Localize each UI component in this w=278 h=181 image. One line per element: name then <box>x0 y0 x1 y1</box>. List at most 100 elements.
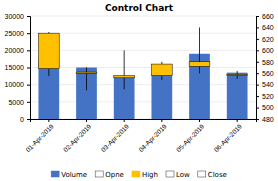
candle-wick <box>86 68 87 91</box>
tick-label: 620 <box>262 36 274 43</box>
tick: 580 <box>256 59 274 66</box>
tick-label: 660 <box>262 13 274 20</box>
legend-swatch <box>198 171 206 177</box>
tick: 06-Apr-2019 <box>213 119 244 154</box>
tick: 10000 <box>5 81 30 88</box>
tick: 03-Apr-2019 <box>100 119 131 154</box>
candle-body <box>189 62 210 67</box>
volume-bar <box>189 54 210 119</box>
tick-label: 5000 <box>8 99 24 106</box>
tick: 05-Apr-2019 <box>175 119 206 154</box>
tick: 620 <box>256 36 274 43</box>
volume-bar <box>227 73 248 119</box>
legend-label: High <box>142 171 158 179</box>
tick-mark <box>27 85 30 86</box>
tick-label: 640 <box>262 24 274 31</box>
tick-label: 01-Apr-2019 <box>24 122 55 153</box>
tick: 600 <box>256 47 274 54</box>
tick: 25000 <box>5 30 30 37</box>
plot: 01-Apr-201902-Apr-201903-Apr-201904-Apr-… <box>5 13 274 154</box>
legend-label: Low <box>176 171 190 179</box>
tick-mark <box>237 119 238 122</box>
grid-line <box>30 84 256 85</box>
tick: 15000 <box>5 64 30 71</box>
legend-swatch <box>51 171 59 177</box>
axis-line <box>257 17 260 120</box>
tick: 5000 <box>8 99 30 106</box>
tick-mark <box>256 27 259 28</box>
legend-item: Close <box>198 171 227 179</box>
y2-axis: 480 500 520 540 560 580 600 620 640 660 <box>256 13 274 123</box>
tick-label: 02-Apr-2019 <box>62 122 93 153</box>
tick-mark <box>161 119 162 122</box>
tick: 540 <box>256 81 274 88</box>
legend-item: Opne <box>95 171 124 179</box>
volume-bars <box>38 54 247 119</box>
tick-label: 580 <box>262 59 274 66</box>
tick-label: 10000 <box>5 81 25 88</box>
grid-line <box>30 33 256 34</box>
legend-swatch <box>95 171 103 177</box>
candle-body <box>114 76 135 78</box>
grid-line <box>30 101 256 102</box>
tick: 640 <box>256 24 274 31</box>
tick-mark <box>86 119 87 122</box>
tick-label: 500 <box>262 104 274 111</box>
tick-label: 600 <box>262 47 274 54</box>
tick: 0 <box>20 116 30 123</box>
tick: 20000 <box>5 47 30 54</box>
tick-mark <box>256 96 259 97</box>
legend-item: Low <box>166 171 190 179</box>
tick-label: 25000 <box>5 30 25 37</box>
tick-mark <box>199 119 200 122</box>
title: Control Chart <box>105 3 174 13</box>
tick-mark <box>256 85 259 86</box>
grid-line <box>30 50 256 51</box>
tick: 02-Apr-2019 <box>62 119 93 154</box>
tick-label: 15000 <box>5 64 25 71</box>
tick-mark <box>256 50 259 51</box>
tick-label: 30000 <box>5 13 25 20</box>
x-axis: 01-Apr-201902-Apr-201903-Apr-201904-Apr-… <box>24 119 256 154</box>
tick-label: 540 <box>262 81 274 88</box>
legend: Volume Opne High Low Close <box>51 171 227 179</box>
tick-label: 06-Apr-2019 <box>213 122 244 153</box>
tick-mark <box>256 73 259 74</box>
tick-mark <box>124 119 125 122</box>
grid-line <box>30 67 256 68</box>
candle-wick <box>124 50 125 89</box>
y-axis: 0 5000 10000 15000 20000 25000 30000 <box>5 13 31 123</box>
tick-mark <box>27 68 30 69</box>
legend-swatch <box>132 171 140 177</box>
axis-line <box>27 17 31 120</box>
tick: 520 <box>256 93 274 100</box>
tick-label: 480 <box>262 116 274 123</box>
legend-label: Volume <box>61 171 87 179</box>
candle-body <box>38 33 59 68</box>
volume-bar <box>151 74 172 119</box>
grid <box>30 16 256 119</box>
tick-label: 520 <box>262 93 274 100</box>
tick-label: 20000 <box>5 47 25 54</box>
tick-mark <box>27 16 30 17</box>
candle-body <box>227 74 248 75</box>
tick-mark <box>27 102 30 103</box>
tick: 660 <box>256 13 274 20</box>
tick: 04-Apr-2019 <box>137 119 168 154</box>
tick-label: 0 <box>20 116 24 123</box>
candlesticks <box>38 27 247 90</box>
chart: 01-Apr-201902-Apr-201903-Apr-201904-Apr-… <box>0 0 278 181</box>
legend-label: Opne <box>105 171 124 179</box>
axis-line <box>31 120 257 123</box>
tick-label: 560 <box>262 70 274 77</box>
tick: 560 <box>256 70 274 77</box>
grid-line <box>30 16 256 17</box>
tick-label: 04-Apr-2019 <box>137 122 168 153</box>
marks <box>38 27 247 119</box>
tick-mark <box>256 62 259 63</box>
legend-swatch <box>166 171 174 177</box>
legend-item: Volume <box>51 171 87 179</box>
tick-mark <box>27 33 30 34</box>
tick-mark <box>48 119 49 122</box>
tick-mark <box>256 108 259 109</box>
